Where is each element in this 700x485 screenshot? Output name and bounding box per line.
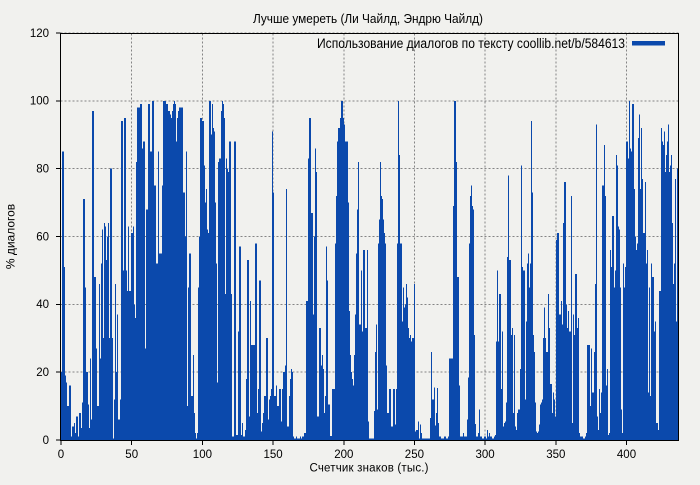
svg-text:40: 40	[36, 299, 49, 311]
svg-text:20: 20	[36, 367, 49, 379]
svg-text:300: 300	[476, 449, 495, 461]
svg-text:100: 100	[193, 449, 212, 461]
svg-text:120: 120	[30, 28, 49, 40]
svg-text:80: 80	[36, 164, 49, 176]
svg-text:50: 50	[125, 449, 138, 461]
svg-text:0: 0	[58, 449, 64, 461]
svg-text:Использование диалогов по текс: Использование диалогов по тексту coollib…	[317, 36, 625, 51]
svg-text:Счетчик знаков (тыс.): Счетчик знаков (тыс.)	[310, 463, 429, 475]
svg-text:400: 400	[617, 449, 636, 461]
svg-text:350: 350	[546, 449, 565, 461]
svg-text:60: 60	[36, 231, 49, 243]
svg-text:150: 150	[264, 449, 283, 461]
svg-text:0: 0	[43, 435, 49, 447]
svg-text:250: 250	[405, 449, 424, 461]
svg-text:200: 200	[334, 449, 353, 461]
svg-text:Лучше умереть (Ли Чайлд, Эндрю: Лучше умереть (Ли Чайлд, Эндрю Чайлд)	[253, 11, 483, 26]
svg-text:100: 100	[30, 96, 49, 108]
svg-text:% диалогов: % диалогов	[4, 204, 18, 269]
